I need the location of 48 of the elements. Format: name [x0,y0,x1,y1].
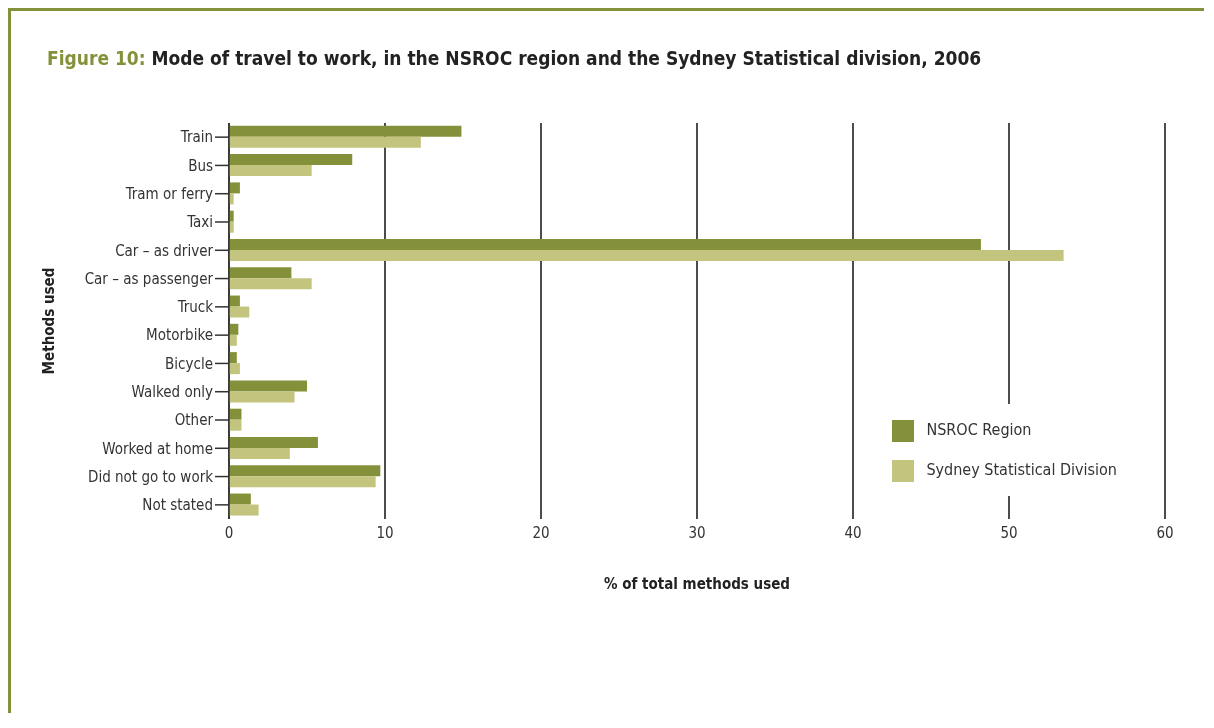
bar [229,249,1064,261]
bar [229,352,237,364]
x-axis-title: % of total methods used [603,575,791,593]
bar [229,465,381,477]
x-tick-label: 50 [1000,523,1018,542]
y-tick-label: Bus [188,156,213,175]
y-tick-label: Truck [176,298,214,317]
bar [229,125,462,137]
bar [229,334,237,346]
bar [229,493,251,505]
y-tick-label: Walked only [131,383,214,402]
bar [229,391,295,403]
bar [229,504,259,516]
bar [229,154,353,166]
y-tick-label: Motorbike [146,326,213,345]
y-tick-label: Train [179,128,213,147]
bar [229,136,421,148]
bar [229,363,240,375]
y-tick-label: Taxi [186,213,213,232]
bar [229,165,312,177]
bar [229,295,240,307]
chart-title: Figure 10: Mode of travel to work, in the NSROC region and the Sydney Statistical division, 2006 [47,47,982,69]
bar [229,238,981,250]
bar [229,306,250,318]
x-tick-label: 40 [844,523,862,542]
legend-label: Sydney Statistical Division [926,460,1117,479]
y-tick-label: Did not go to work [88,467,214,486]
y-tick-label: Car – as passenger [84,269,214,288]
x-tick-label: 60 [1156,523,1174,542]
bar [229,447,290,459]
bar [229,380,307,392]
x-tick-label: 0 [224,523,234,542]
x-tick-label: 30 [688,523,706,542]
bar [229,182,240,194]
legend-label: NSROC Region [926,420,1032,439]
x-tick-label: 20 [532,523,550,542]
y-tick-label: Other [174,411,214,430]
y-tick-label: Not stated [142,496,213,515]
x-tick-label: 10 [376,523,394,542]
bar [229,476,376,488]
bar [229,267,292,279]
bar [229,436,318,448]
y-tick-label: Bicycle [165,354,213,373]
y-tick-label: Tram or ferry [124,185,214,204]
bar [229,278,312,290]
y-tick-label: Car – as driver [115,241,214,260]
y-axis-title: Methods used [40,267,59,375]
y-tick-label: Worked at home [102,439,213,458]
